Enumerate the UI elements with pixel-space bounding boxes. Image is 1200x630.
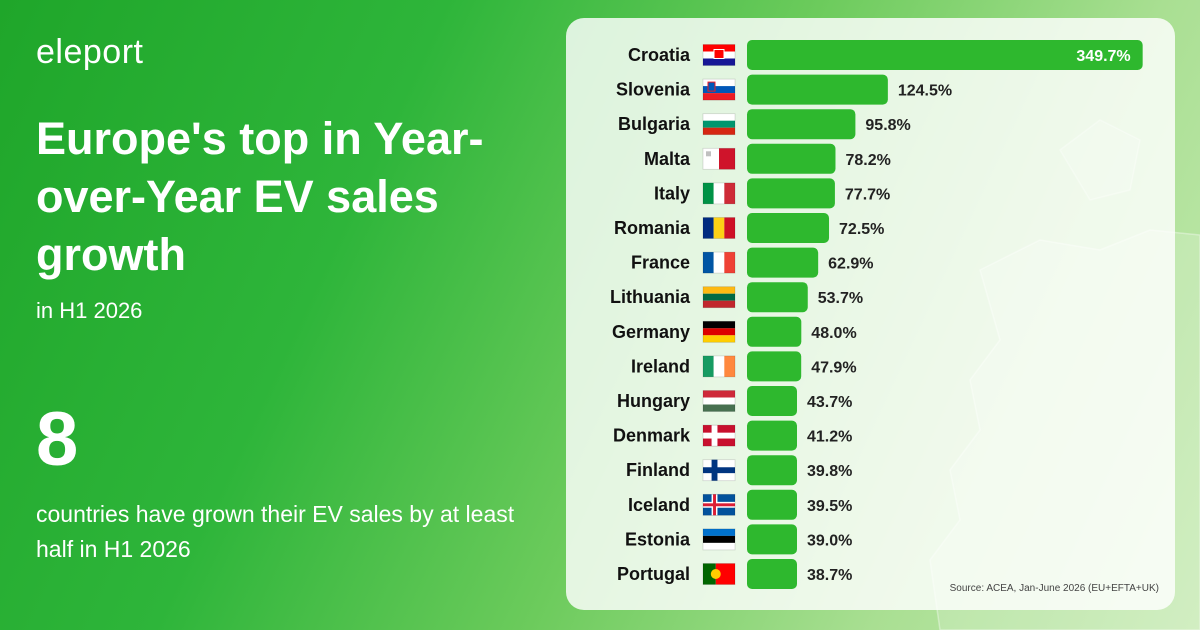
bar xyxy=(747,420,797,451)
country-label: Romania xyxy=(614,218,691,238)
bar xyxy=(747,455,797,486)
highlight-text: countries have grown their EV sales by a… xyxy=(36,501,515,562)
country-label: Malta xyxy=(644,149,691,169)
country-label: Estonia xyxy=(625,529,691,549)
value-label: 95.8% xyxy=(865,117,910,134)
bar xyxy=(747,74,888,105)
france-flag-icon xyxy=(702,251,736,274)
portugal-flag-icon xyxy=(702,563,736,585)
period-subtitle: in H1 2026 xyxy=(36,298,143,323)
value-label: 39.0% xyxy=(807,532,852,549)
bulgaria-flag-icon xyxy=(702,113,736,136)
malta-flag-icon xyxy=(702,147,736,170)
lithuania-flag-icon xyxy=(702,286,736,309)
value-label: 41.2% xyxy=(807,429,852,446)
value-label: 72.5% xyxy=(839,221,884,238)
country-label: Finland xyxy=(626,460,690,480)
country-label: Iceland xyxy=(628,495,690,515)
romania-flag-icon xyxy=(702,217,736,239)
bar xyxy=(747,559,797,589)
eleport-logo: eleport xyxy=(36,33,144,71)
value-label: 38.7% xyxy=(807,567,852,584)
value-label: 124.5% xyxy=(898,83,952,100)
germany-flag-icon xyxy=(702,320,736,343)
country-label: Italy xyxy=(654,183,690,203)
value-label: 39.5% xyxy=(807,498,852,515)
value-label: 48.0% xyxy=(811,325,856,342)
country-label: Lithuania xyxy=(610,287,691,307)
slovenia-flag-icon xyxy=(702,78,736,101)
page-title: Europe's top in Year-over-Year EV sales … xyxy=(36,113,484,280)
bar xyxy=(747,109,856,140)
bar xyxy=(747,386,797,416)
bar xyxy=(747,351,802,382)
chart-panel: Croatia 349.7% Slovenia 124.5% Bulgaria 95.8%… xyxy=(566,18,1175,610)
estonia-flag-icon xyxy=(702,528,736,551)
value-label: 78.2% xyxy=(845,152,890,169)
bar xyxy=(747,143,836,174)
bar-chart: Croatia 349.7% Slovenia 124.5% Bulgaria 95.8%… xyxy=(610,40,1143,589)
bar xyxy=(747,178,835,209)
value-label: 349.7% xyxy=(1076,48,1130,65)
hungary-flag-icon xyxy=(702,390,736,412)
bar xyxy=(747,316,802,347)
highlight-number: 8 xyxy=(36,397,79,482)
intro-section: eleport Europe's top in Year-over-Year E… xyxy=(36,30,556,324)
value-label: 62.9% xyxy=(828,256,873,273)
finland-flag-icon xyxy=(702,459,736,482)
source-note: Source: ACEA, Jan-June 2026 (EU+EFTA+UK) xyxy=(949,583,1159,594)
country-label: Germany xyxy=(612,322,690,342)
country-label: Hungary xyxy=(617,391,690,411)
country-label: Portugal xyxy=(617,564,690,584)
bar xyxy=(747,524,797,555)
value-label: 47.9% xyxy=(811,359,856,376)
bar xyxy=(747,489,797,520)
italy-flag-icon xyxy=(702,182,736,205)
value-label: 53.7% xyxy=(818,290,863,307)
iceland-flag-icon xyxy=(702,493,736,516)
bar xyxy=(747,213,830,243)
country-label: Ireland xyxy=(631,356,690,376)
bar xyxy=(747,282,808,313)
value-label: 39.8% xyxy=(807,463,852,480)
value-label: 43.7% xyxy=(807,394,852,411)
denmark-flag-icon xyxy=(702,424,736,447)
bar xyxy=(747,247,819,278)
croatia-flag-icon xyxy=(702,44,736,66)
country-label: France xyxy=(631,253,690,273)
ireland-flag-icon xyxy=(702,355,736,378)
country-label: Slovenia xyxy=(616,80,691,100)
bar xyxy=(747,40,1143,70)
country-label: Denmark xyxy=(613,426,691,446)
value-label: 77.7% xyxy=(845,186,890,203)
country-label: Bulgaria xyxy=(618,114,691,134)
country-label: Croatia xyxy=(628,45,691,65)
